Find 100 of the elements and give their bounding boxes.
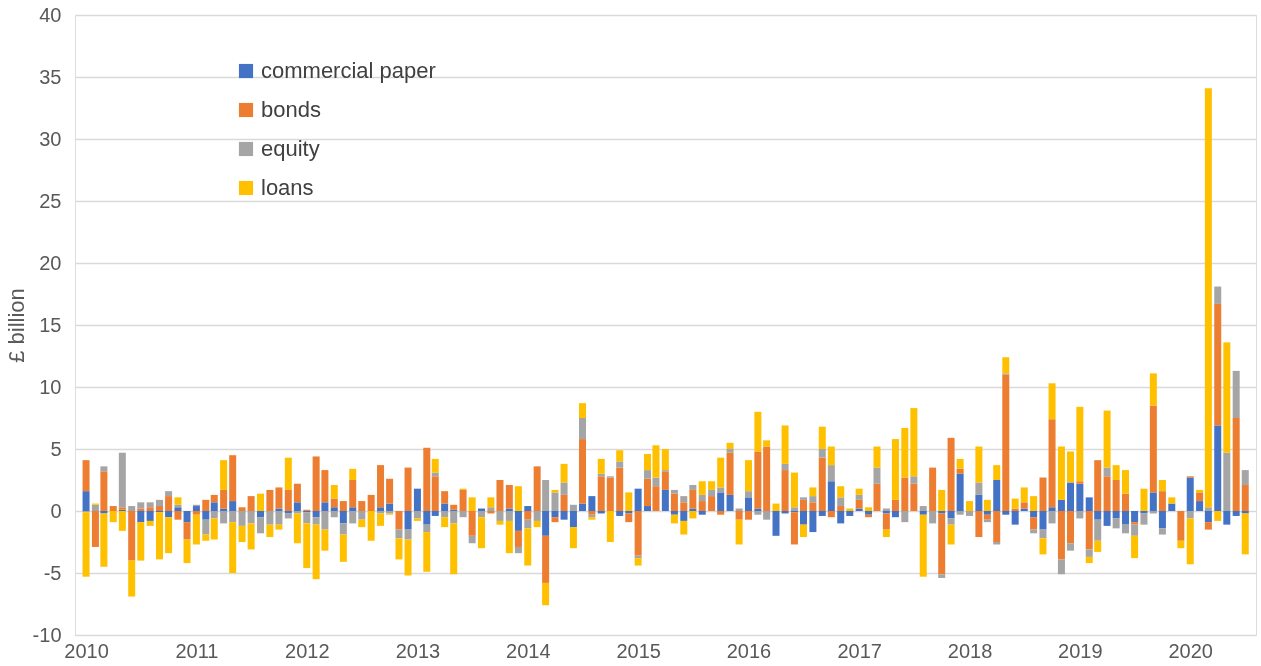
bar [413,518,421,521]
bar [735,511,743,520]
bar [772,511,780,536]
bar [1112,511,1120,519]
bar [837,497,845,507]
legend-label: bonds [261,97,321,122]
bar [993,511,1001,542]
bar [956,473,964,511]
bar [1020,487,1028,503]
bar [266,511,274,525]
bar [238,511,246,526]
bar [330,498,338,508]
bar [312,511,320,518]
bar [156,506,164,511]
bar [367,511,375,541]
bar [827,511,835,518]
y-tick-label: 5 [50,437,62,460]
bar [827,446,835,466]
bar [956,511,964,515]
bar [865,507,873,511]
bar [569,511,577,528]
bar [1085,497,1093,511]
bar [698,511,706,515]
bar [717,487,725,493]
bar [1158,528,1166,535]
bar [1002,511,1010,515]
bar [100,513,108,567]
bar [763,440,771,447]
bar [1131,522,1139,525]
bar [983,514,991,520]
bar [1067,482,1074,511]
bar [818,426,826,449]
bar [1057,511,1065,560]
bar [800,499,808,511]
bar [358,511,366,520]
bar [855,488,863,495]
bar [487,507,495,511]
bar [1122,511,1130,525]
bar [542,535,550,583]
bar [698,501,706,511]
bar [505,511,513,521]
bar [210,494,218,503]
bar [744,497,752,511]
bar [1020,502,1028,509]
legend-label: commercial paper [261,58,436,83]
bar [533,520,541,528]
bar [800,511,808,525]
bar [956,468,964,474]
bar [809,511,817,533]
bar [616,511,624,516]
bar [202,499,210,511]
bar [901,427,909,478]
bar [1103,467,1111,477]
bar [1149,405,1157,493]
bar [229,501,237,511]
bar [459,511,467,518]
bar [496,480,504,511]
bar [680,502,688,511]
bar [1204,522,1212,530]
bar [137,502,145,509]
bar [744,491,752,498]
bar [855,494,863,500]
bar [1094,519,1102,541]
bar [293,483,301,503]
bar [441,503,449,511]
bar [1122,524,1130,534]
bar [202,511,210,520]
bar [689,511,697,519]
bar [837,511,845,524]
bar [220,460,228,490]
bar [1122,493,1130,511]
bar [349,480,357,508]
bar [450,504,458,510]
bar [726,494,734,511]
bar [800,524,808,538]
bar [597,476,605,511]
bar [1186,477,1194,511]
bar [413,511,421,519]
bar [1149,373,1157,406]
bar [1241,484,1249,511]
bar [1103,511,1111,526]
bar [708,481,716,490]
bar [670,493,678,511]
y-tick-label: 40 [39,3,62,26]
bar [551,492,559,511]
bar [514,511,522,531]
bar [202,534,210,541]
bar [303,523,311,569]
x-tick-label: 2018 [947,639,993,662]
bar [330,511,338,518]
y-tick-label: 35 [39,65,62,88]
bar [349,507,357,511]
bar [983,499,991,511]
bar [993,465,1001,480]
bar [1076,511,1084,519]
bar [358,519,366,528]
x-tick-label: 2014 [506,639,551,662]
bar [717,492,725,511]
bar [284,513,292,519]
bar [377,513,385,526]
